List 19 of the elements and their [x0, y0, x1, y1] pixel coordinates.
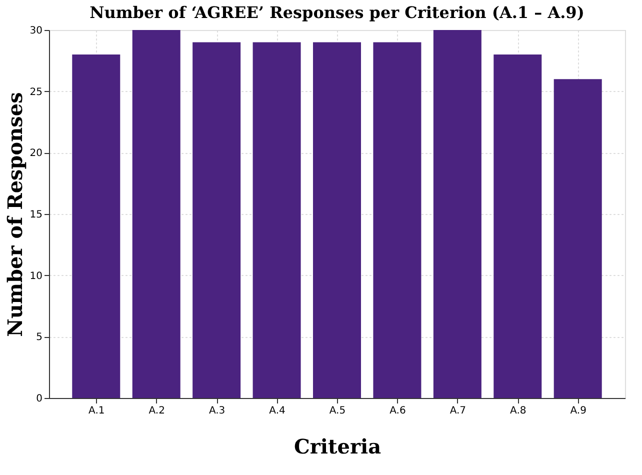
x-tick-label: A.9 — [570, 406, 586, 416]
y-tick-label: 10 — [30, 270, 42, 282]
y-tick-label: 5 — [36, 332, 42, 344]
y-tick-label: 20 — [30, 148, 42, 160]
x-tick-label: A.7 — [450, 406, 466, 416]
y-tick-label: 25 — [30, 86, 42, 98]
x-axis-title: Criteria — [294, 434, 382, 458]
y-tick-label: 30 — [30, 26, 42, 36]
x-tick-label: A.2 — [148, 406, 165, 416]
x-tick-label: A.5 — [329, 406, 346, 416]
x-tick-label: A.8 — [510, 406, 526, 416]
x-tick-label: A.1 — [88, 406, 105, 416]
x-tick-label: A.4 — [269, 406, 286, 416]
x-tick-label: A.3 — [208, 406, 226, 416]
x-tick-label: A.6 — [390, 406, 406, 416]
y-tick-label: 15 — [30, 210, 42, 220]
chart-title: Number of ‘AGREE’ Responses per Criterion (A.1 – A.9) — [90, 3, 584, 22]
y-axis-title: Number of Responses — [2, 92, 27, 337]
y-tick-label: 0 — [36, 394, 42, 404]
